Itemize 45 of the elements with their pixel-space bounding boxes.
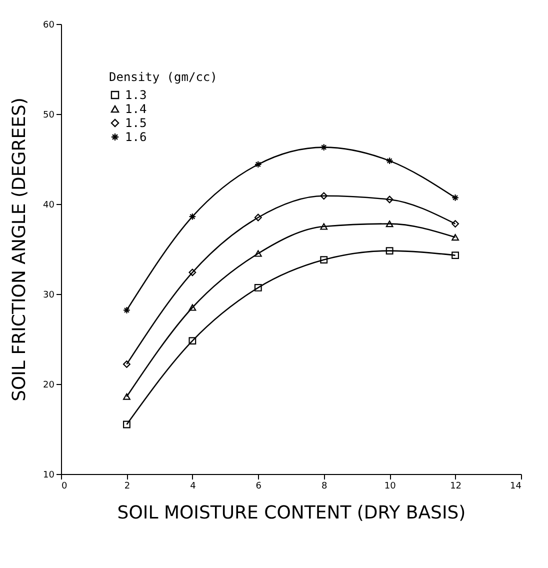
point (188, 212, 196, 220)
legend-label: 1.5 (125, 116, 147, 130)
point (452, 252, 459, 260)
point (188, 337, 196, 345)
point (320, 192, 328, 200)
legend-title: Density (gm/cc) (109, 70, 218, 84)
y-tick-label: 30 (43, 290, 55, 300)
point (320, 256, 328, 264)
point (386, 157, 394, 165)
point (386, 196, 394, 204)
point (452, 220, 459, 228)
x-tick-label: 6 (256, 482, 262, 492)
point (123, 306, 130, 314)
point (254, 250, 262, 257)
x-tick-label: 10 (384, 482, 396, 492)
x-tick-label: 0 (62, 482, 68, 492)
x-tick-label: 14 (510, 482, 522, 492)
point (188, 304, 196, 311)
x-axis-title: SOIL MOISTURE CONTENT (DRY BASIS) (117, 502, 466, 524)
legend-label: 1.4 (125, 102, 147, 116)
y-axis-title: SOIL FRICTION ANGLE (DEGREES) (9, 98, 30, 402)
point (123, 360, 130, 368)
y-tick-label: 10 (43, 470, 55, 480)
point (254, 284, 262, 292)
point (452, 234, 459, 241)
point (123, 420, 130, 428)
point (254, 160, 262, 168)
legend-label: 1.3 (125, 88, 147, 102)
y-tick-label: 20 (43, 380, 55, 390)
x-tick-label: 2 (124, 482, 130, 492)
point (123, 393, 130, 400)
x-tick-label: 12 (450, 482, 462, 492)
point (452, 194, 459, 202)
point (386, 247, 394, 255)
x-tick-label: 8 (321, 482, 328, 492)
y-tick-label: 50 (43, 110, 55, 120)
point (320, 144, 328, 152)
x-tick-label: 4 (190, 482, 196, 492)
legend-label: 1.6 (125, 130, 147, 144)
y-tick-label: 60 (43, 20, 55, 30)
point (320, 223, 328, 230)
point (188, 268, 196, 276)
y-tick-label: 40 (43, 200, 55, 210)
point (254, 214, 262, 222)
point (386, 220, 394, 228)
